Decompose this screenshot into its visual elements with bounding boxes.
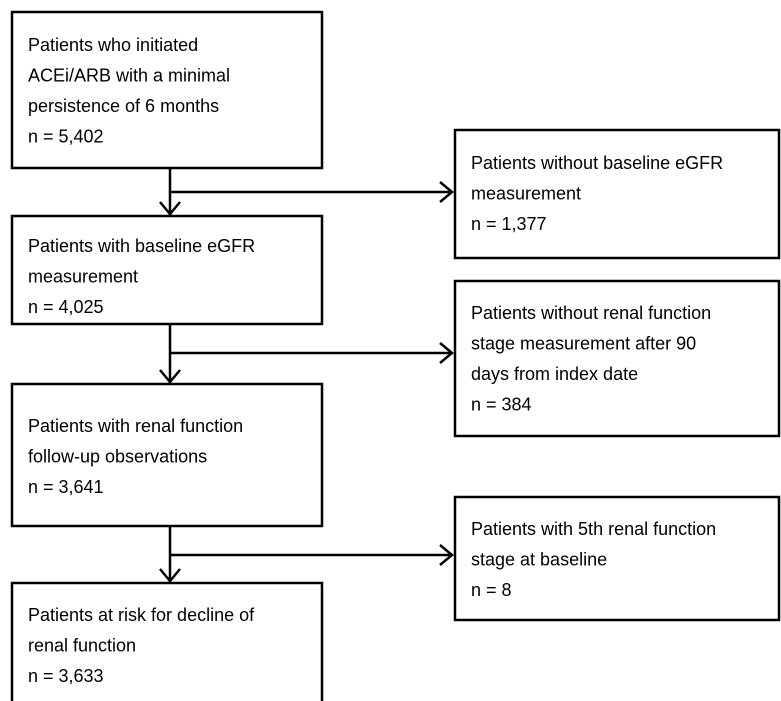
node-box xyxy=(453,279,781,438)
node-text: Patients who initiated xyxy=(28,35,198,55)
node-text: measurement xyxy=(471,183,581,203)
node-text: n = 1,377 xyxy=(471,214,547,234)
node-box xyxy=(10,214,324,326)
node-text: measurement xyxy=(28,266,138,286)
node-text: persistence of 6 months xyxy=(28,96,219,116)
node-text: n = 8 xyxy=(471,580,512,600)
node-text: n = 3,641 xyxy=(28,477,104,497)
node-box xyxy=(10,581,324,701)
node-text: Patients with baseline eGFR xyxy=(28,236,255,256)
arrow xyxy=(159,168,454,216)
node-box xyxy=(453,128,781,260)
node-text: Patients with 5th renal function xyxy=(471,519,716,539)
node-box xyxy=(10,382,324,528)
labels: Patients who initiated ACEi/ARB with a mi… xyxy=(28,35,723,686)
node-text: ACEi/ARB with a minimal xyxy=(28,65,230,85)
node-text: renal function xyxy=(28,635,136,655)
node-text: Patients with renal function xyxy=(28,416,243,436)
arrow xyxy=(159,526,454,583)
node-text: n = 3,633 xyxy=(28,666,104,686)
node-text: stage at baseline xyxy=(471,549,607,569)
arrow xyxy=(159,324,454,384)
node-text: days from index date xyxy=(471,364,638,384)
node-text: Patients without baseline eGFR xyxy=(471,153,723,173)
node-text: n = 5,402 xyxy=(28,126,104,146)
node-text: n = 4,025 xyxy=(28,297,104,317)
node-text: Patients without renal function xyxy=(471,303,711,323)
node-text: follow-up observations xyxy=(28,446,207,466)
node-text: Patients at risk for decline of xyxy=(28,605,255,625)
node-box xyxy=(453,495,781,622)
node-box xyxy=(10,10,324,170)
node-text: n = 384 xyxy=(471,394,532,414)
node-text: stage measurement after 90 xyxy=(471,333,696,353)
